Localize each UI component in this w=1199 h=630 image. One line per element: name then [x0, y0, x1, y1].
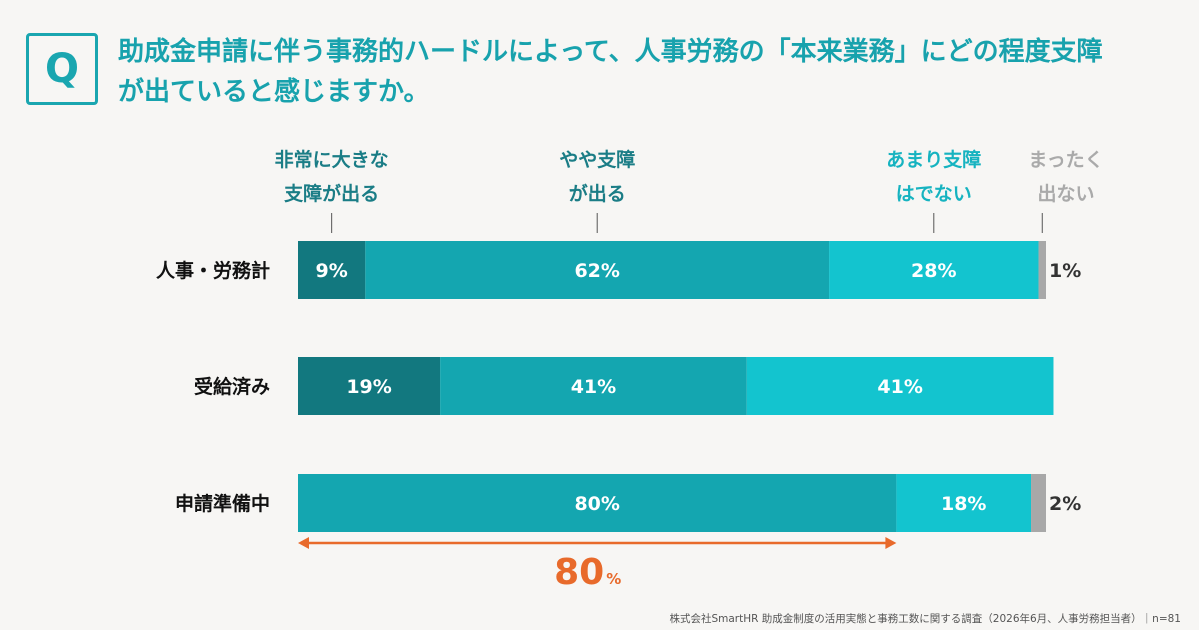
legend-label: 支障が出る — [283, 182, 379, 205]
bar-segment — [1038, 241, 1046, 299]
annotation-arrowhead-left — [298, 537, 309, 549]
bar-segment — [298, 474, 897, 532]
value-label: 62% — [574, 260, 619, 282]
category-label: 受給済み — [194, 375, 270, 398]
bar-segment — [440, 357, 747, 415]
question-mark: Q — [44, 46, 79, 92]
value-label: 2% — [1049, 493, 1081, 515]
value-label: 18% — [941, 493, 986, 515]
value-label: 80% — [574, 493, 619, 515]
annotation-value: 80 — [554, 552, 604, 593]
legend-label: が出る — [569, 182, 626, 205]
value-label: 9% — [316, 260, 348, 282]
value-label: 1% — [1049, 260, 1081, 282]
annotation-unit: % — [606, 570, 621, 588]
bar-segment — [298, 241, 366, 299]
question-line-2: が出ていると感じますか。 — [118, 77, 430, 107]
value-label: 41% — [877, 376, 922, 398]
bar-segment — [746, 357, 1054, 415]
value-label: 28% — [911, 260, 956, 282]
legend-label: あまり支障 — [886, 148, 981, 171]
question-mark-box: Q — [26, 33, 98, 105]
stacked-bar-chart: 人事・労務計 9% 62% 28% 1% 受給済み 19% 41% 41% 申請準備中 80% 18%… — [156, 148, 1104, 593]
bar-segment — [896, 474, 1032, 532]
legend-label: 出ない — [1037, 182, 1094, 205]
value-label: 41% — [571, 376, 616, 398]
legend-label: はでない — [896, 183, 972, 205]
legend-label: まったく — [1028, 149, 1103, 171]
legend-label: やや支障 — [559, 148, 635, 171]
value-label: 19% — [346, 376, 391, 398]
bar-segment — [1031, 474, 1046, 532]
category-label: 申請準備中 — [175, 492, 270, 515]
bar-segment — [829, 241, 1039, 299]
source-note: 株式会社SmartHR 助成金制度の活用実態と事務工数に関する調査（2026年6… — [669, 613, 1181, 625]
bar-segment — [298, 357, 441, 415]
category-label: 人事・労務計 — [156, 259, 270, 282]
annotation-arrowhead-right — [885, 537, 897, 549]
question-line-1: 助成金申請に伴う事務的ハードルによって、人事労務の「本来業務」にどの程度支障 — [118, 37, 1103, 67]
bar-segment — [365, 241, 830, 299]
question-text: 助成金申請に伴う事務的ハードルによって、人事労務の「本来業務」にどの程度支障 が… — [118, 32, 1178, 112]
legend-label: 非常に大きな — [275, 148, 389, 171]
